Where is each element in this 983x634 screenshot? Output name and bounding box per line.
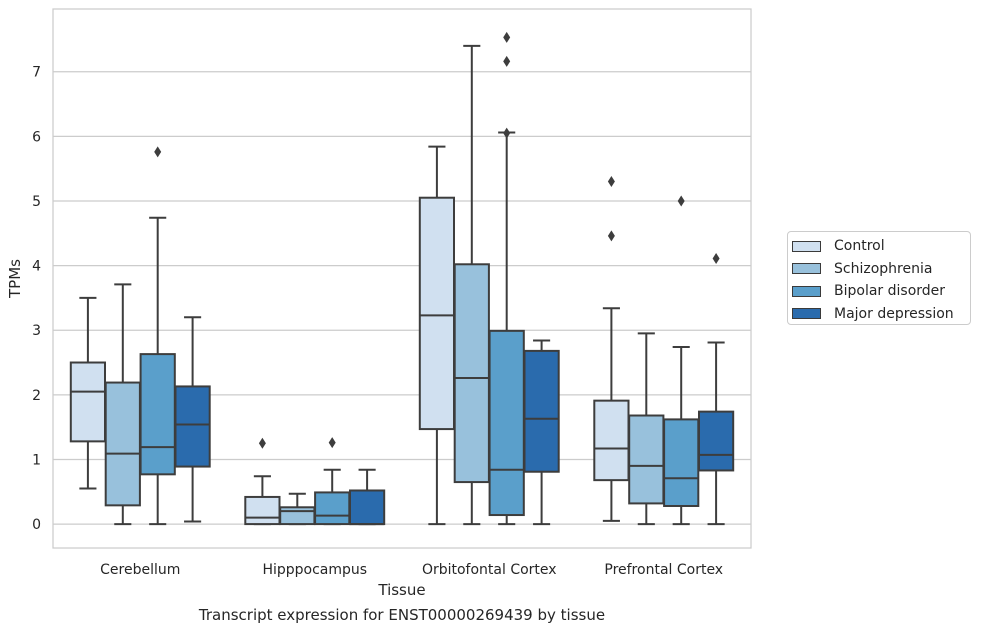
x-tick-label: Cerebellum [100, 562, 180, 578]
box-schizophrenia [104, 283, 141, 526]
box-plots [69, 31, 735, 526]
box-body [697, 410, 735, 472]
outlier-point [503, 127, 511, 139]
box-major-depression [174, 316, 211, 523]
box-major-depression [523, 339, 560, 526]
x-tick-label: Hipppocampus [262, 562, 367, 578]
legend-swatch [792, 240, 821, 252]
legend-item: Control [792, 235, 970, 258]
outlier-point [503, 55, 511, 67]
box-schizophrenia [279, 492, 316, 526]
y-tick-label: 3 [32, 323, 41, 339]
legend-item: Major depression [792, 303, 970, 326]
y-tick-labels: 0 1 2 3 4 5 6 7 [32, 65, 41, 533]
box-body [104, 381, 141, 507]
legend-item: Schizophrenia [792, 258, 970, 281]
box-control [69, 296, 107, 490]
outlier-point [607, 230, 615, 242]
outlier-point [677, 195, 685, 207]
y-tick-label: 5 [32, 194, 41, 210]
box-body [69, 361, 107, 443]
x-axis-label: Tissue [377, 581, 425, 599]
outlier-point [328, 437, 336, 449]
box-body [523, 349, 560, 473]
x-tick-labels: Cerebellum Hipppocampus Orbitofontal Corte… [100, 562, 723, 578]
box-body [628, 414, 665, 505]
box-bipolar-disorder [314, 437, 351, 526]
box-body [174, 385, 211, 468]
plot-frame [52, 8, 752, 549]
legend-label: Control [834, 238, 885, 255]
box-control [418, 145, 456, 526]
box-body [418, 196, 456, 431]
y-tick-label: 4 [32, 259, 41, 275]
box-body [593, 399, 630, 482]
box-schizophrenia [628, 332, 665, 526]
box-bipolar-disorder [488, 31, 525, 526]
outlier-point [712, 252, 720, 264]
y-tick-label: 1 [32, 452, 41, 468]
legend: Control Schizophrenia Bipolar disorder Majo… [787, 231, 971, 325]
legend-swatch [792, 308, 821, 320]
x-tick-label: Prefrontal Cortex [604, 562, 723, 578]
box-control [244, 437, 281, 526]
y-tick-label: 0 [32, 517, 41, 533]
y-tick-label: 6 [32, 129, 41, 145]
y-axis-label: TPMs [6, 259, 24, 299]
x-tick-label: Orbitofontal Cortex [422, 562, 557, 578]
outlier-point [258, 437, 266, 449]
box-body [453, 263, 490, 484]
chart-caption: Transcript expression for ENST0000026943… [198, 606, 606, 624]
box-body [279, 506, 316, 526]
legend-item: Bipolar disorder [792, 280, 970, 303]
box-schizophrenia [453, 44, 490, 526]
legend-label: Major depression [834, 305, 954, 322]
y-tick-label: 7 [32, 65, 41, 81]
outlier-point [503, 31, 511, 43]
box-bipolar-disorder [663, 195, 700, 526]
box-body [488, 329, 525, 517]
legend-swatch [792, 285, 821, 297]
box-bipolar-disorder [139, 146, 176, 526]
box-major-depression [697, 252, 735, 526]
box-body [244, 495, 281, 526]
legend-swatch [792, 263, 821, 275]
box-body [348, 489, 386, 526]
y-tick-label: 2 [32, 388, 41, 404]
legend-label: Bipolar disorder [834, 283, 946, 300]
box-body [139, 353, 176, 476]
legend-label: Schizophrenia [834, 260, 933, 277]
box-control [593, 176, 630, 522]
outlier-point [607, 176, 615, 188]
box-major-depression [348, 468, 386, 526]
box-body [663, 418, 700, 507]
box-body [314, 491, 351, 526]
outlier-point [154, 146, 162, 158]
